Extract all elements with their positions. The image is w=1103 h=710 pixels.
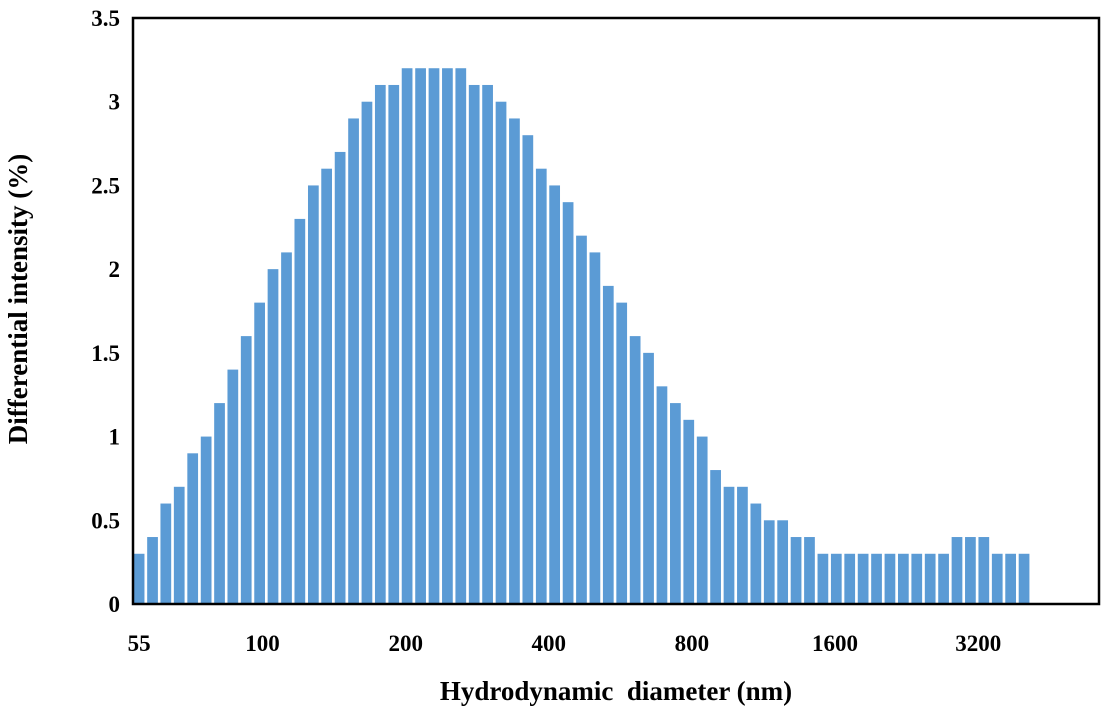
bar — [777, 520, 789, 604]
bar — [924, 553, 936, 604]
bar — [348, 118, 359, 605]
bar — [696, 436, 708, 604]
bar — [240, 336, 252, 604]
bar — [951, 537, 963, 604]
bar — [267, 269, 279, 604]
bar — [723, 486, 735, 604]
bar — [160, 503, 172, 604]
bar — [522, 135, 534, 604]
x-axis-title: Hydrodynamic diameter (nm) — [440, 676, 792, 706]
x-tick-label: 800 — [675, 631, 710, 656]
bar — [214, 403, 225, 604]
bar — [576, 235, 587, 604]
y-tick-label: 3 — [109, 90, 121, 115]
bar — [147, 537, 158, 604]
bar — [254, 302, 265, 604]
bar — [629, 336, 641, 604]
x-tick-label: 1600 — [812, 631, 858, 656]
bar — [388, 84, 400, 605]
bar — [683, 419, 695, 604]
bars — [133, 68, 1030, 605]
y-tick-label: 2.5 — [91, 173, 120, 198]
bar — [763, 520, 775, 604]
x-tick-labels: 55 100 200 400 800 1600 3200 — [128, 631, 1002, 656]
bar — [562, 202, 574, 605]
x-tick-label: 100 — [245, 631, 280, 656]
bar — [710, 470, 721, 604]
bar — [897, 553, 909, 604]
y-tick-label: 0 — [109, 592, 121, 617]
bar — [307, 185, 319, 604]
bar — [549, 185, 561, 604]
bar — [187, 453, 199, 604]
bar — [415, 68, 426, 605]
bar — [1018, 553, 1030, 604]
bar — [133, 553, 145, 604]
x-tick-label: 200 — [388, 631, 423, 656]
bar — [790, 537, 802, 604]
bar — [361, 101, 373, 605]
bar — [281, 252, 292, 604]
y-tick-label: 2 — [109, 257, 121, 282]
bar — [294, 218, 306, 604]
bar — [830, 553, 842, 604]
bar — [857, 553, 869, 604]
bar — [589, 252, 601, 604]
bar — [656, 386, 668, 604]
bar — [871, 553, 882, 604]
bar — [750, 503, 762, 604]
bar — [844, 553, 856, 604]
y-axis-title: Differential intensity (%) — [3, 154, 33, 444]
bar — [643, 352, 654, 604]
bar — [817, 553, 829, 604]
x-tick-label: 55 — [128, 631, 151, 656]
bar — [428, 68, 440, 605]
bar — [442, 68, 453, 605]
plot-frame — [131, 16, 1101, 606]
bar — [616, 302, 628, 604]
bar — [965, 537, 976, 604]
bar — [509, 118, 520, 605]
bar — [455, 68, 467, 605]
bar — [670, 403, 681, 604]
bar — [978, 537, 990, 604]
bar — [911, 553, 923, 604]
bar — [535, 168, 547, 604]
bar — [495, 101, 507, 605]
bar — [737, 486, 748, 604]
y-tick-labels: 0 0.5 1 1.5 2 2.5 3 3.5 — [91, 6, 120, 617]
bar — [401, 68, 413, 605]
bar — [991, 553, 1003, 604]
y-tick-label: 1 — [109, 425, 121, 450]
bar — [468, 84, 480, 605]
bar — [334, 151, 346, 604]
bar — [804, 537, 815, 604]
y-tick-label: 0.5 — [91, 508, 120, 533]
y-tick-label: 1.5 — [91, 341, 120, 366]
bar — [482, 84, 493, 605]
y-tick-label: 3.5 — [91, 6, 120, 31]
bar — [938, 553, 949, 604]
bar — [200, 436, 212, 604]
bar — [884, 553, 896, 604]
bar — [602, 285, 614, 604]
bar — [173, 486, 185, 604]
bar — [227, 369, 239, 604]
bar — [1005, 553, 1017, 604]
bar — [374, 84, 386, 605]
x-tick-label: 3200 — [955, 631, 1001, 656]
bar — [321, 168, 332, 604]
x-tick-label: 400 — [532, 631, 567, 656]
